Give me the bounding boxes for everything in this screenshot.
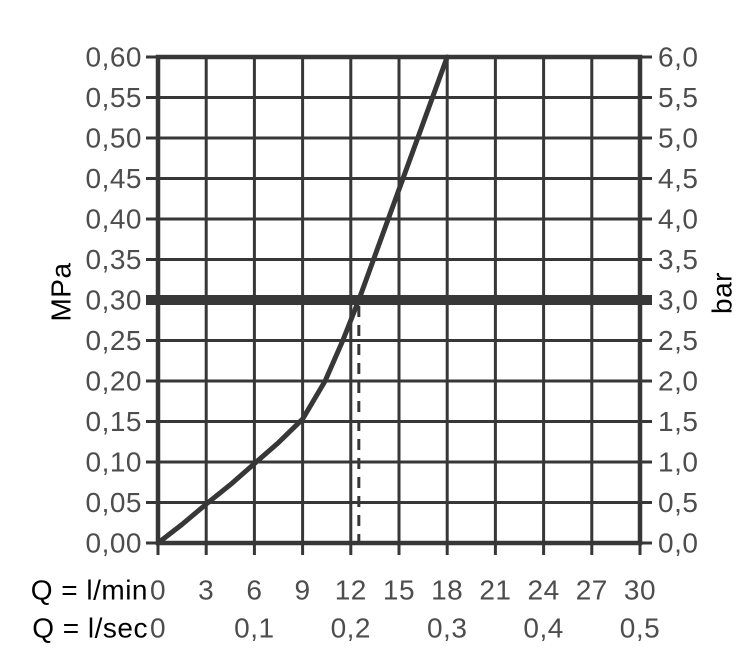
x-row1-tick-label: 3	[198, 575, 214, 606]
axis-unit-labels: MPa bar Q = l/min Q = l/sec	[31, 262, 738, 643]
y-right-tick-label: 1,5	[658, 406, 698, 437]
y-right-tick-label: 2,5	[658, 325, 698, 356]
y-right-tick-label: 3,0	[658, 285, 698, 316]
x-row1-tick-label: 18	[431, 575, 463, 606]
y-left-tick-label: 0,40	[86, 204, 143, 235]
x-row1-tick-label: 30	[624, 575, 656, 606]
y-axis-right-title: bar	[707, 272, 738, 314]
x-row1-tick-label: 9	[295, 575, 311, 606]
y-left-tick-label: 0,00	[86, 528, 143, 559]
y-left-tick-label: 0,35	[86, 244, 143, 275]
y-right-tick-label: 4,0	[658, 204, 698, 235]
y-right-tick-label: 4,5	[658, 163, 698, 194]
x-row1-tick-label: 6	[246, 575, 262, 606]
x-row2-tick-label: 0,1	[234, 613, 274, 644]
x-axis-row2-title: Q = l/sec	[32, 613, 148, 644]
y-left-tick-label: 0,50	[86, 123, 143, 154]
y-right-tick-label: 0,0	[658, 528, 698, 559]
y-left-tick-label: 0,20	[86, 366, 143, 397]
x-row2-tick-label: 0,2	[331, 613, 371, 644]
y-left-tick-label: 0,10	[86, 447, 143, 478]
x-row2-tick-label: 0,5	[620, 613, 660, 644]
x-row2-tick-label: 0,4	[523, 613, 563, 644]
y-axis-left-title: MPa	[46, 262, 77, 321]
y-right-tick-label: 6,0	[658, 42, 698, 73]
chart-generated-layer: 0,00 0,00,05 0,50,10 1,00,15 1,50,20 2,00,25 2…	[86, 42, 698, 644]
x-row2-tick-label: 0,3	[427, 613, 467, 644]
x-row1-tick-label: 27	[576, 575, 608, 606]
y-left-tick-label: 0,45	[86, 163, 143, 194]
x-row1-tick-label: 15	[383, 575, 415, 606]
pressure-flow-curve	[155, 54, 450, 546]
x-row1-tick-label: 12	[335, 575, 367, 606]
y-left-tick-label: 0,15	[86, 406, 143, 437]
y-right-tick-label: 5,0	[658, 123, 698, 154]
y-right-tick-label: 5,5	[658, 82, 698, 113]
y-right-tick-label: 0,5	[658, 487, 698, 518]
x-row2-tick-label: 0	[150, 613, 166, 644]
y-left-tick-label: 0,25	[86, 325, 143, 356]
y-left-tick-label: 0,05	[86, 487, 143, 518]
y-left-tick-label: 0,30	[86, 285, 143, 316]
x-row1-tick-label: 21	[479, 575, 511, 606]
y-right-tick-label: 2,0	[658, 366, 698, 397]
x-row1-tick-label: 24	[528, 575, 560, 606]
y-left-tick-label: 0,60	[86, 42, 143, 73]
x-axis-row1-title: Q = l/min	[31, 575, 148, 606]
x-row1-tick-label: 0	[150, 575, 166, 606]
y-left-tick-label: 0,55	[86, 82, 143, 113]
y-right-tick-label: 1,0	[658, 447, 698, 478]
y-right-tick-label: 3,5	[658, 244, 698, 275]
